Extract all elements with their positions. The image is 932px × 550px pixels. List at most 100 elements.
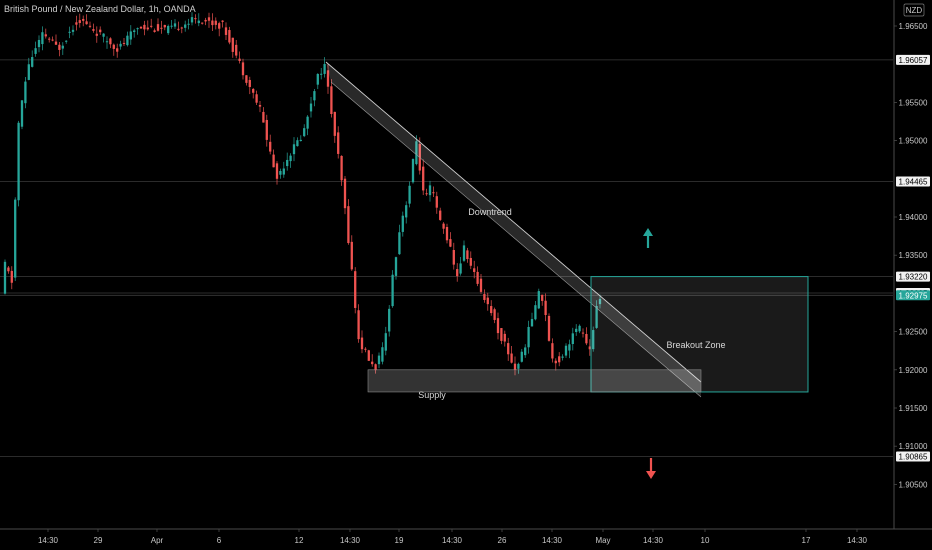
candle [7,266,10,274]
candle-body [163,24,166,28]
time-tick-label: 14:30 [442,536,463,545]
price-tick-label: 1.90500 [899,480,928,489]
price-label-text: 1.94465 [899,177,928,186]
candle [275,161,279,185]
candle-body [241,62,245,76]
candle [500,328,503,345]
candle [218,21,221,37]
time-axis[interactable]: 14:30 29 Apr 6 12 14:30 19 14:30 26 14:30 May 14:30… [0,528,932,545]
candle-body [303,128,306,137]
candle [61,42,64,55]
candle [333,111,336,143]
price-label-text: 1.92975 [899,291,928,300]
candle-body [82,18,85,21]
price-label-box [896,54,930,65]
candle [167,24,170,36]
candle-body [129,31,132,40]
symbol-title[interactable]: British Pound / New Zealand Dollar, 1h, … [4,4,196,14]
candle-body [207,17,211,21]
candle [173,19,177,29]
candle [10,266,13,290]
candle [299,135,302,142]
candle-body [24,81,27,104]
candle [530,312,534,327]
candle-body [116,48,119,52]
candle [381,342,384,365]
time-tick-label: 14:30 [847,536,868,545]
candle-body [289,155,292,162]
candle-body [65,40,68,42]
candle [524,344,527,358]
candle [170,20,173,29]
candle-body [235,44,238,56]
price-axis[interactable]: NZD 1.96500 1.95500 1.95000 1.94000 1.93500 1.… [893,0,932,550]
candle [262,107,265,123]
candle [588,339,591,356]
candle-body [126,35,129,46]
candle [442,222,445,234]
candle [364,347,367,353]
candle [258,100,262,113]
time-tick-label: 14:30 [340,536,361,545]
candle-body [367,350,370,361]
candle-body [184,24,187,28]
candle [350,235,353,271]
candle-body [544,300,547,316]
candle-body [371,361,374,365]
candle-body [411,159,415,183]
candle-body [333,111,336,136]
candle-body [296,140,299,147]
candle-body [537,291,540,309]
price-tick-label: 1.96500 [899,22,928,31]
candle [449,232,452,248]
candle [585,327,588,346]
candle-body [462,245,466,261]
candle-body [265,119,268,140]
arrow-down-head [646,471,656,479]
candle [252,87,255,99]
breakout-zone-label: Breakout Zone [666,340,725,350]
candle-body [425,193,428,195]
candle [187,18,190,30]
candle-body [224,27,228,35]
candle [14,197,17,282]
time-tick-label: 14:30 [38,536,59,545]
candle-body [20,100,24,127]
candle-body [581,332,585,334]
candle-body [575,328,578,332]
candle [238,51,241,64]
candle-body [313,91,316,101]
currency-label: NZD [906,6,923,15]
time-tick-label: May [595,536,610,545]
candle [411,158,415,184]
candle-body [218,23,221,29]
price-label-text: 1.90865 [899,453,928,462]
candle-body [588,346,591,350]
supply-zone-box [367,369,702,393]
candle-body [214,20,217,25]
candle [544,293,547,322]
candle-body [568,344,571,351]
candle [95,26,98,43]
candle [309,96,313,118]
price-label-box [896,451,930,462]
candle-body [95,33,98,36]
candle-body [541,294,544,301]
candle-body [598,298,602,305]
candle [320,68,323,80]
candle-body [10,270,13,283]
candle [153,28,156,33]
candle [432,186,435,198]
downtrend-line-lower [330,81,702,398]
candle [197,13,200,27]
candle [513,356,517,376]
candle-body [119,43,122,47]
price-level-label: 1.96057 [896,54,930,65]
candle-body [401,215,404,232]
time-tick-label: 6 [217,536,222,545]
candle-body [54,41,58,45]
candle [483,289,486,303]
candle [269,134,272,155]
candle-body [547,315,551,341]
